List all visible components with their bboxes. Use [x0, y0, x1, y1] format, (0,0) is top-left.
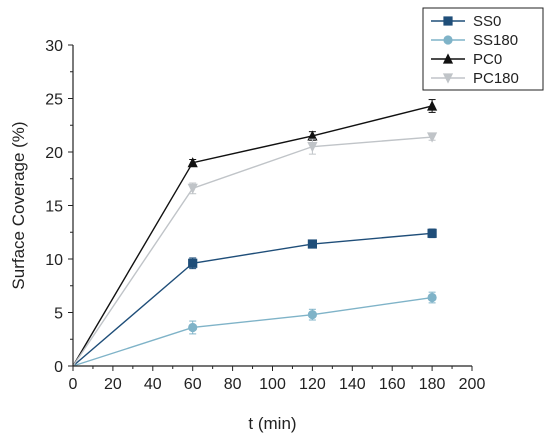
data-point — [427, 228, 437, 238]
axes: 0 20 40 60 80 100 120 140 160 180 200 0 5 10 15 20 25 30 — [45, 38, 485, 393]
legend-marker — [443, 35, 453, 45]
data-point — [427, 132, 438, 143]
series-line — [72, 232, 433, 367]
data-point — [427, 100, 438, 111]
x-tick-label: 160 — [379, 376, 406, 393]
legend-marker — [442, 53, 454, 64]
plot-area — [72, 99, 438, 367]
x-tick-label: 100 — [259, 376, 286, 393]
x-tick-label: 140 — [339, 376, 366, 393]
legend-item: SS180 — [431, 32, 518, 49]
legend: SS0 SS180 PC0 PC180 — [422, 7, 544, 91]
y-tick-label: 5 — [54, 306, 63, 323]
legend-item: SS0 — [431, 13, 501, 30]
y-tick-label: 25 — [45, 92, 63, 109]
legend-label: SS0 — [473, 13, 501, 30]
data-point — [188, 322, 198, 333]
x-tick-label: 80 — [224, 376, 242, 393]
y-tick-label: 15 — [45, 199, 63, 216]
x-axis-title: t (min) — [248, 414, 296, 433]
x-tick-label: 200 — [459, 376, 486, 393]
legend-label: PC0 — [473, 51, 502, 68]
y-tick-label: 0 — [54, 359, 63, 376]
series-SS0 — [72, 228, 437, 367]
x-tick-label: 20 — [104, 376, 122, 393]
data-point — [188, 258, 198, 268]
data-point — [187, 157, 198, 168]
series-line — [72, 296, 433, 367]
x-tick-label: 40 — [144, 376, 162, 393]
data-point — [307, 239, 317, 249]
x-tick-label: 180 — [419, 376, 446, 393]
series-SS180 — [72, 291, 437, 367]
series-PC0 — [72, 99, 438, 367]
data-point — [307, 310, 317, 320]
legend-marker — [443, 16, 453, 26]
legend-label: SS180 — [473, 32, 518, 49]
legend-item: PC180 — [431, 70, 519, 87]
y-axis-title: Surface Coverage (%) — [9, 121, 28, 289]
x-tick-label: 60 — [184, 376, 202, 393]
series-line — [72, 136, 433, 367]
y-tick-label: 10 — [45, 252, 63, 269]
data-point — [307, 142, 318, 153]
data-point — [307, 130, 318, 141]
series-line — [72, 105, 433, 367]
legend-marker — [442, 73, 454, 84]
x-tick-label: 120 — [299, 376, 326, 393]
legend-item: PC0 — [431, 51, 502, 68]
series-PC180 — [72, 132, 438, 367]
y-tick-label: 30 — [45, 38, 63, 55]
data-point — [427, 292, 437, 303]
y-tick-label: 20 — [45, 145, 63, 162]
x-tick-label: 0 — [69, 376, 78, 393]
legend-label: PC180 — [473, 70, 519, 87]
data-point — [187, 183, 198, 194]
